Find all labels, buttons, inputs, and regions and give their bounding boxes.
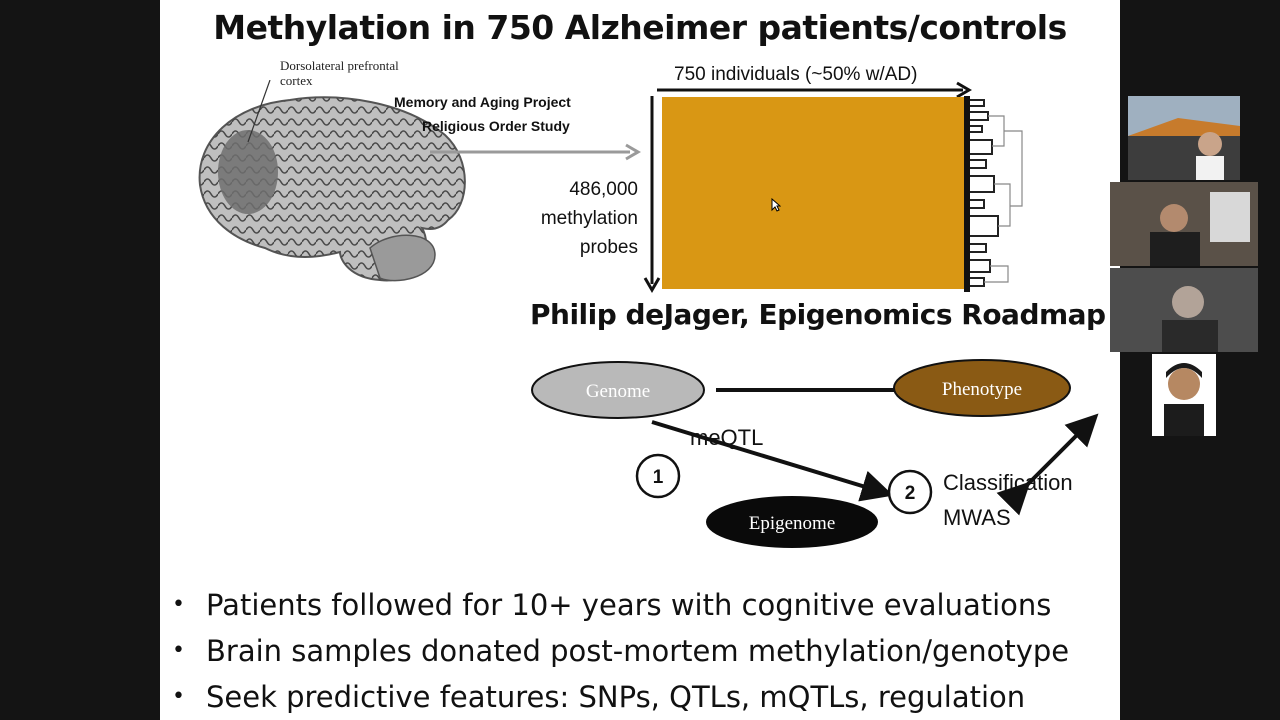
study-label-religious-order: Religious Order Study — [422, 118, 570, 134]
causal-diagram: Genome Phenotype Epigenome 1 2 meQTL Cla… — [531, 359, 1099, 548]
step-1-circle — [635, 453, 681, 499]
meqtl-label: meQTL — [690, 425, 763, 450]
individuals-arrow — [657, 81, 972, 99]
classification-label: Classification — [943, 470, 1073, 495]
credit-line: Philip deJager, Epigenomics Roadmap — [530, 298, 1106, 331]
bullet-item: • Seek predictive features: SNPs, QTLs, m… — [172, 680, 1026, 714]
dendrogram — [964, 96, 1023, 292]
presentation-slide: Methylation in 750 Alzheimer patients/co… — [160, 0, 1120, 720]
participant-avatar-icon — [1152, 354, 1216, 436]
participant-avatar-icon — [1110, 268, 1258, 352]
participant-4-video[interactable] — [1152, 354, 1216, 436]
svg-text:2: 2 — [905, 483, 916, 504]
participant-3-video[interactable] — [1110, 268, 1258, 352]
phenotype-label: Phenotype — [942, 379, 1022, 400]
phenotype-node — [893, 359, 1071, 417]
probes-arrow — [643, 96, 661, 293]
slide-title: Methylation in 750 Alzheimer patients/co… — [213, 8, 1067, 47]
brain-to-matrix-arrow — [430, 143, 641, 161]
genome-label: Genome — [586, 381, 650, 402]
methylation-heatmap — [662, 97, 964, 289]
brain-region-label: Dorsolateral prefrontal cortex — [280, 58, 399, 88]
bullet-item: • Patients followed for 10+ years with co… — [172, 588, 1052, 622]
participant-avatar-icon — [1128, 96, 1240, 180]
mouse-cursor-icon — [771, 198, 781, 212]
epigenome-node — [706, 496, 878, 548]
step-2-circle — [887, 469, 933, 515]
genome-node — [531, 361, 705, 419]
svg-text:1: 1 — [653, 467, 664, 488]
epigenome-label: Epigenome — [749, 513, 836, 534]
mwas-label: MWAS — [943, 505, 1011, 530]
brain-illustration — [198, 80, 466, 282]
probes-label: 486,000 methylation probes — [540, 179, 638, 258]
individuals-label: 750 individuals (~50% w/AD) — [674, 64, 918, 85]
epigenome-phenotype-arrow — [996, 413, 1099, 516]
participant-1-video[interactable] — [1128, 96, 1240, 180]
bullet-list: • Patients followed for 10+ years with co… — [170, 582, 1110, 720]
study-label-memory-aging: Memory and Aging Project — [394, 94, 571, 110]
participant-2-video[interactable] — [1110, 182, 1258, 266]
participant-avatar-icon — [1110, 182, 1258, 266]
bullet-item: • Brain samples donated post-mortem methy… — [172, 634, 1070, 668]
video-participants-panel — [1110, 96, 1260, 436]
genome-to-epigenome-arrow — [651, 420, 894, 502]
